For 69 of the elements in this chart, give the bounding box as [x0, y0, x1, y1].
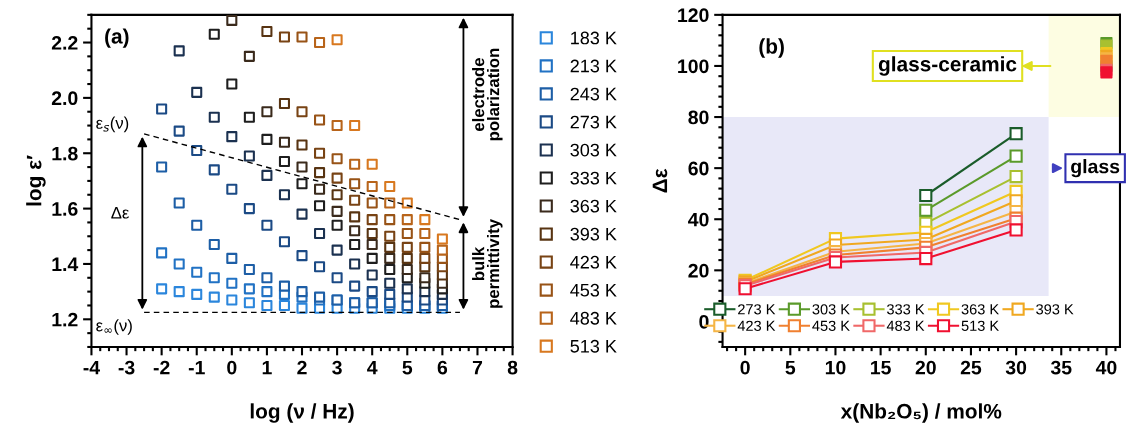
annotation: electrode polarization [472, 48, 503, 141]
legend-label: 363 K [961, 304, 999, 315]
x-tick-label: 4 [367, 360, 378, 375]
legend-label: 513 K [961, 320, 999, 331]
y-tick-label: 120 [678, 8, 709, 23]
y-tick-label: 1.2 [52, 312, 78, 327]
legend-label: 453 K [570, 283, 617, 297]
annotation: ε$_{∞}$(ν) [96, 319, 132, 335]
x-tick-label: 15 [871, 360, 891, 375]
x-tick-label: 5 [402, 360, 413, 375]
x-tick-label: -4 [83, 360, 100, 375]
legend-label: 393 K [1036, 304, 1074, 315]
y-tick-label: 2.0 [51, 91, 78, 106]
y-tick-label: 1.8 [52, 146, 78, 161]
legend-label: 183 K [571, 31, 617, 45]
legend-label: 303 K [812, 304, 850, 315]
x-axis-title: log (ν / Hz) [250, 403, 354, 423]
x-tick-label: -1 [188, 360, 205, 375]
x-tick-label: 25 [960, 360, 982, 375]
x-axis-title: x(Nb₂O₅) / mol% [840, 403, 1002, 423]
legend-label: 333 K [570, 171, 617, 185]
x-tick-label: 6 [437, 360, 448, 375]
y-tick-label: 2.2 [51, 36, 78, 50]
y-tick-label: 80 [688, 110, 709, 125]
x-tick-label: 7 [472, 360, 483, 375]
y-tick-label: 100 [678, 59, 709, 74]
legend-label: 333 K [887, 304, 925, 315]
band-label: glass-ceramic [878, 56, 1017, 76]
legend-label: 483 K [886, 320, 925, 331]
y-axis-title: Δε [652, 168, 668, 193]
annotation: Δε [111, 206, 130, 219]
x-tick-label: 8 [507, 360, 518, 375]
x-tick-label: 5 [785, 360, 796, 375]
x-tick-label: 3 [332, 360, 342, 375]
annotation: bulk permittivity [472, 219, 503, 308]
legend-label: 483 K [570, 311, 617, 325]
y-tick-label: 40 [688, 212, 709, 227]
x-tick-label: 0 [227, 360, 237, 375]
annotation: ε$_{s}$(ν) [96, 116, 129, 133]
legend-label: 423 K [737, 320, 776, 331]
annotation: (a) [105, 28, 129, 48]
x-tick-label: 2 [297, 360, 307, 375]
y-tick-label: 60 [688, 161, 709, 176]
legend-label: 243 K [570, 87, 617, 101]
x-tick-label: -3 [118, 360, 135, 375]
y-tick-label: 0 [699, 314, 709, 329]
x-tick-label: 35 [1050, 360, 1072, 375]
legend-label: 363 K [570, 199, 617, 213]
y-tick-label: 1.4 [52, 257, 79, 271]
legend-label: 393 K [570, 227, 617, 241]
x-tick-label: 30 [1005, 360, 1027, 375]
legend-label: 273 K [738, 304, 776, 315]
x-tick-label: 1 [262, 360, 272, 375]
y-axis-title: log ε′ [26, 155, 46, 206]
legend-label: 423 K [570, 255, 617, 269]
x-tick-label: 20 [915, 360, 936, 375]
legend-label: 273 K [570, 115, 617, 129]
y-tick-label: 20 [688, 263, 709, 278]
band-label: glass [1071, 159, 1120, 178]
y-tick-label: 1.6 [52, 202, 78, 216]
legend-label: 303 K [570, 143, 617, 157]
x-tick-label: -2 [153, 360, 170, 375]
annotation: (b) [759, 38, 784, 58]
legend-label: 213 K [570, 59, 617, 73]
x-tick-label: 10 [825, 360, 846, 375]
x-tick-label: 40 [1095, 360, 1117, 375]
legend-label: 513 K [570, 339, 617, 353]
legend-label: 453 K [812, 320, 850, 331]
x-tick-label: 0 [740, 360, 750, 375]
